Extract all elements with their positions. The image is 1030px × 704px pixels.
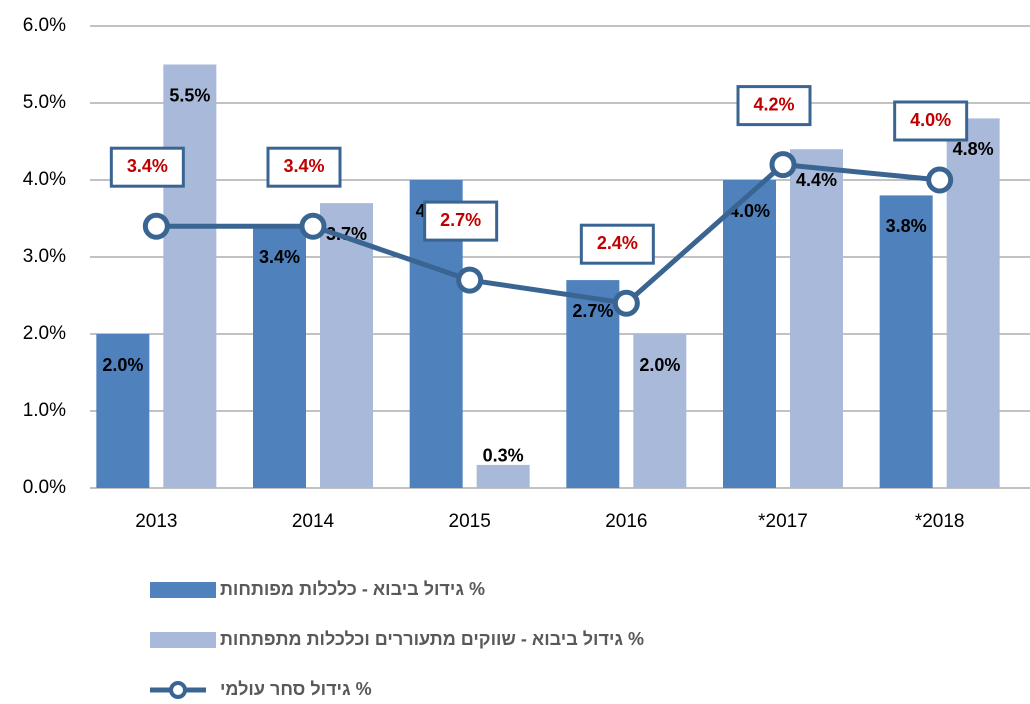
bar <box>476 464 530 488</box>
data-label: 4.4% <box>796 170 837 190</box>
legend-label: % גידול ביבוא - שווקים מתעוררים וכלכלות … <box>220 629 644 649</box>
line-marker <box>612 289 640 317</box>
bar <box>723 180 776 488</box>
bar <box>320 203 373 488</box>
label-box <box>736 85 812 127</box>
bar <box>633 334 687 488</box>
data-label: 2.7% <box>572 301 613 321</box>
data-label: 2.7% <box>440 210 481 230</box>
label-box <box>423 200 499 242</box>
line <box>156 162 940 306</box>
data-label: 3.8% <box>886 216 927 236</box>
data-label: 3.4% <box>259 247 300 267</box>
legend-swatch <box>150 632 216 648</box>
legend-swatch <box>169 681 187 699</box>
bar <box>946 118 1000 489</box>
x-tick-label: *2018 <box>915 511 965 532</box>
y-tick-label: 5.0% <box>23 92 66 113</box>
legend-swatch <box>150 582 216 598</box>
bar <box>96 334 150 488</box>
bar <box>253 226 306 488</box>
x-tick-label: 2013 <box>135 511 177 532</box>
bar <box>163 64 217 488</box>
x-tick-label: 2015 <box>449 511 491 532</box>
data-label: 4.2% <box>753 94 794 114</box>
line-marker <box>769 151 797 179</box>
legend-label: % גידול ביבוא - כלכלות מפותחות <box>220 579 485 599</box>
data-label: 4.0% <box>910 110 951 130</box>
data-label: 3.4% <box>127 156 168 176</box>
bar <box>879 195 933 488</box>
y-tick-label: 4.0% <box>23 169 66 190</box>
label-box <box>266 146 342 188</box>
line-marker <box>926 166 954 194</box>
label-box <box>109 146 185 188</box>
y-tick-label: 6.0% <box>23 15 66 36</box>
label-box <box>893 100 969 142</box>
line-marker <box>299 212 327 240</box>
bar <box>566 280 620 488</box>
data-label: 5.5% <box>169 85 210 105</box>
data-label: 2.0% <box>639 355 680 375</box>
line-marker <box>456 266 484 294</box>
data-label: 0.3% <box>483 446 524 466</box>
data-label: 2.4% <box>597 233 638 253</box>
y-tick-label: 3.0% <box>23 246 66 267</box>
x-tick-label: 2014 <box>292 511 335 532</box>
data-label: 2.0% <box>102 355 143 375</box>
bar <box>790 149 843 488</box>
label-box <box>579 223 655 265</box>
y-tick-label: 2.0% <box>23 323 66 344</box>
y-tick-label: 1.0% <box>23 400 66 421</box>
data-label: 3.4% <box>283 156 324 176</box>
legend-label: % גידול סחר עולמי <box>220 679 372 699</box>
x-tick-label: 2016 <box>605 511 647 532</box>
y-tick-label: 0.0% <box>23 477 66 498</box>
line-marker <box>142 212 170 240</box>
data-label: 4.8% <box>953 139 994 159</box>
x-tick-label: *2017 <box>758 511 808 532</box>
